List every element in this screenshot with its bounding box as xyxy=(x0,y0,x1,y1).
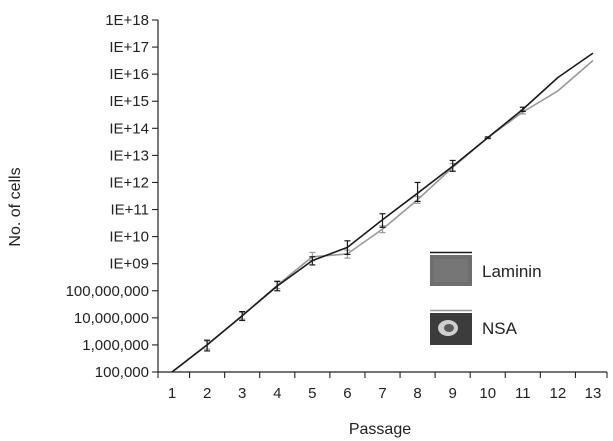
legend-laminin-label: Laminin xyxy=(482,262,542,281)
laminin-photo-texture xyxy=(434,259,468,282)
axes xyxy=(157,20,607,373)
y-tick-label: IE+17 xyxy=(109,39,149,56)
y-tick-label: IE+13 xyxy=(109,147,149,164)
x-axis-title: Passage xyxy=(349,421,411,438)
x-tick-label: 3 xyxy=(238,385,246,402)
x-tick-label: 5 xyxy=(308,385,316,402)
x-tick-label: 1 xyxy=(168,385,176,402)
y-tick-label: IE+11 xyxy=(110,202,149,219)
x-tick-label: 8 xyxy=(413,385,421,402)
x-tick-label: 12 xyxy=(550,385,567,402)
x-tick-label: 10 xyxy=(479,385,496,402)
series-line-laminin xyxy=(171,52,594,373)
y-tick-label: IE+14 xyxy=(109,120,149,137)
x-tick-label: 2 xyxy=(203,385,211,402)
x-tick-label: 7 xyxy=(378,385,386,402)
y-axis-ticks: 100,000 1,000,000 10,000,000 100,000,000 IE+… xyxy=(66,12,158,381)
nsa-photo-blob-core xyxy=(444,324,454,332)
y-tick-label: 1E+18 xyxy=(105,12,149,29)
y-tick-label: 100,000,000 xyxy=(66,283,149,300)
y-tick-label: 100,000 xyxy=(95,364,149,381)
y-tick-label: IE+10 xyxy=(109,229,149,246)
legend: Laminin NSA xyxy=(430,251,542,345)
y-tick-label: 1,000,000 xyxy=(82,337,149,354)
y-tick-label: IE+16 xyxy=(109,66,149,83)
y-tick-label: IE+12 xyxy=(109,174,149,191)
series-layer xyxy=(171,52,594,373)
x-tick-label: 9 xyxy=(448,385,456,402)
x-tick-label: 4 xyxy=(273,385,281,402)
y-axis-title: No. of cells xyxy=(7,167,24,246)
legend-nsa-label: NSA xyxy=(482,319,518,338)
x-tick-label: 6 xyxy=(343,385,351,402)
y-tick-label: IE+09 xyxy=(109,256,149,273)
x-tick-label: 13 xyxy=(585,385,602,402)
y-tick-label: 10,000,000 xyxy=(74,310,149,327)
x-axis-ticks: 1 2 3 4 5 6 7 8 9 10 11 12 13 xyxy=(157,372,608,402)
x-tick-label: 11 xyxy=(515,385,531,402)
y-tick-label: IE+15 xyxy=(109,93,149,110)
